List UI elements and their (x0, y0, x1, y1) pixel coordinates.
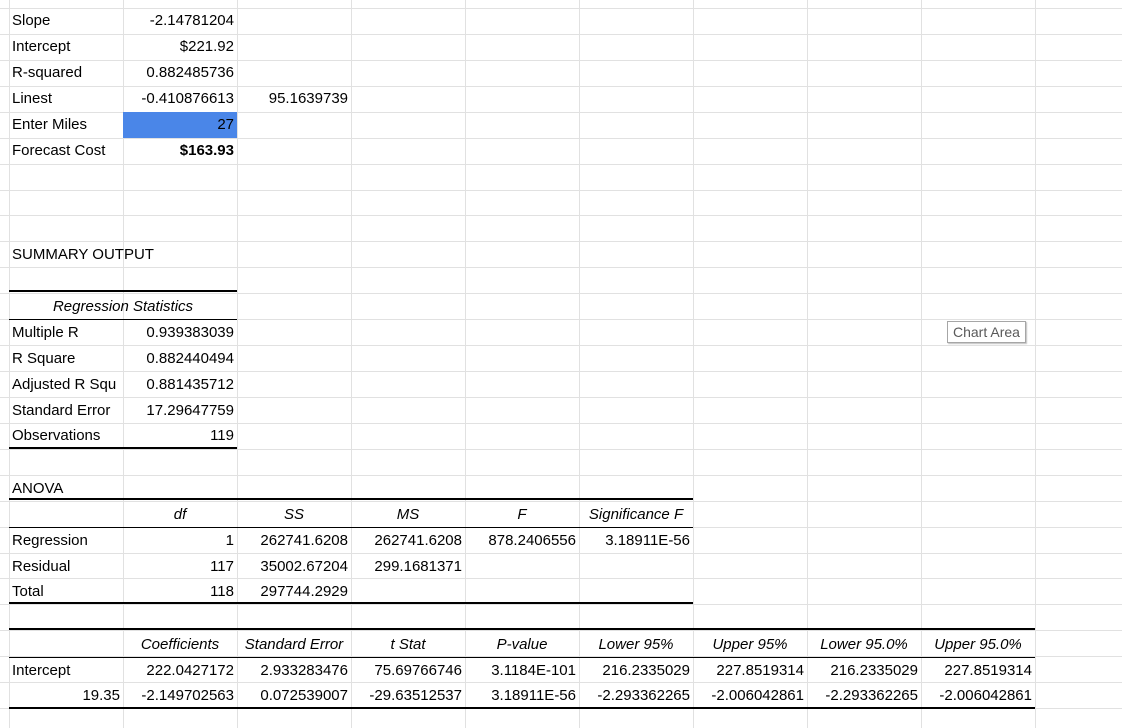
anova-ms[interactable]: 262741.6208 (374, 532, 462, 549)
coef-header[interactable]: Upper 95% (712, 636, 788, 653)
anova-top-rule (9, 498, 693, 500)
coef-header[interactable]: t Stat (390, 636, 426, 653)
intercept-value[interactable]: $221.92 (179, 38, 234, 55)
slope-label[interactable]: Slope (12, 12, 51, 29)
coef-header-rule (9, 657, 1035, 658)
coef-value[interactable]: -2.293362265 (825, 687, 918, 704)
enter-miles-input[interactable]: 27 (123, 112, 237, 138)
chart-area-tooltip: Chart Area (947, 321, 1026, 343)
anova-header-significance-f[interactable]: Significance F (588, 506, 684, 523)
anova-bottom-rule (9, 602, 693, 604)
slope-value[interactable]: -2.14781204 (149, 12, 234, 29)
stat-value[interactable]: 119 (210, 427, 234, 444)
anova-f[interactable]: 878.2406556 (488, 532, 576, 549)
coef-value[interactable]: 216.2335029 (830, 662, 918, 679)
coef-value[interactable]: 227.8519314 (944, 662, 1032, 679)
linest-value-2[interactable]: 95.1639739 (268, 90, 348, 107)
anova-header-f[interactable]: F (517, 506, 527, 523)
coef-value[interactable]: 0.072539007 (260, 687, 348, 704)
regression-statistics-header[interactable]: Regression Statistics (52, 298, 194, 315)
anova-ss[interactable]: 297744.2929 (260, 583, 348, 600)
coef-value[interactable]: 2.933283476 (260, 662, 348, 679)
stat-value[interactable]: 0.881435712 (146, 376, 234, 393)
forecast-cost-value[interactable]: $163.93 (179, 142, 234, 159)
coef-value[interactable]: -2.006042861 (711, 687, 804, 704)
anova-df[interactable]: 117 (210, 558, 234, 575)
coef-value[interactable]: 222.0427172 (146, 662, 234, 679)
anova-header-ms[interactable]: MS (396, 506, 420, 523)
coef-value[interactable]: 75.69766746 (374, 662, 462, 679)
coef-row-label[interactable]: 19.35 (82, 687, 120, 704)
linest-value-1[interactable]: -0.410876613 (141, 90, 234, 107)
summary-output-title[interactable]: SUMMARY OUTPUT (12, 246, 154, 263)
coef-header[interactable]: P-value (496, 636, 548, 653)
stat-label[interactable]: Observations (12, 427, 101, 444)
regression-stats-top-rule (9, 290, 237, 292)
stat-value[interactable]: 17.29647759 (146, 402, 234, 419)
rsquared-value[interactable]: 0.882485736 (146, 64, 234, 81)
coef-header[interactable]: Upper 95.0% (934, 636, 1022, 653)
rsquared-label[interactable]: R-squared (12, 64, 83, 81)
coef-value[interactable]: -2.149702563 (141, 687, 234, 704)
coef-value[interactable]: 3.1184E-101 (491, 662, 576, 679)
stat-label[interactable]: Standard Error (12, 402, 111, 419)
coef-value[interactable]: 216.2335029 (602, 662, 690, 679)
anova-ss[interactable]: 35002.67204 (260, 558, 348, 575)
coef-header[interactable]: Standard Error (244, 636, 344, 653)
anova-significance-f[interactable]: 3.18911E-56 (605, 532, 690, 549)
stat-value[interactable]: 0.882440494 (146, 350, 234, 367)
coef-header[interactable]: Coefficients (140, 636, 220, 653)
anova-header-df[interactable]: df (173, 506, 187, 523)
forecast-cost-label[interactable]: Forecast Cost (12, 142, 106, 159)
coef-value[interactable]: 227.8519314 (716, 662, 804, 679)
anova-ms[interactable]: 299.1681371 (374, 558, 462, 575)
stat-value[interactable]: 0.939383039 (146, 324, 234, 341)
regression-stats-bottom-rule (9, 447, 237, 449)
anova-row-label[interactable]: Total (12, 583, 44, 600)
stat-label[interactable]: Multiple R (12, 324, 79, 341)
enter-miles-label[interactable]: Enter Miles (12, 116, 88, 133)
coef-value[interactable]: -29.63512537 (369, 687, 462, 704)
coef-header[interactable]: Lower 95.0% (820, 636, 908, 653)
intercept-label[interactable]: Intercept (12, 38, 71, 55)
coef-top-rule (9, 628, 1035, 630)
coef-value[interactable]: -2.006042861 (939, 687, 1032, 704)
anova-row-label[interactable]: Regression (12, 532, 88, 549)
stat-label[interactable]: Adjusted R Squ (12, 376, 117, 393)
coef-value[interactable]: 3.18911E-56 (491, 687, 576, 704)
coef-row-label[interactable]: Intercept (12, 662, 71, 679)
regression-stats-header-rule (9, 319, 237, 320)
anova-df[interactable]: 118 (210, 583, 234, 600)
coef-bottom-rule (9, 707, 1035, 709)
anova-row-label[interactable]: Residual (12, 558, 71, 575)
anova-ss[interactable]: 262741.6208 (260, 532, 348, 549)
stat-label[interactable]: R Square (12, 350, 76, 367)
linest-label[interactable]: Linest (12, 90, 53, 107)
anova-header-ss[interactable]: SS (283, 506, 304, 523)
anova-header-rule (9, 527, 693, 528)
anova-df[interactable]: 1 (225, 532, 234, 549)
anova-title[interactable]: ANOVA (12, 480, 64, 497)
coef-value[interactable]: -2.293362265 (597, 687, 690, 704)
coef-header[interactable]: Lower 95% (598, 636, 674, 653)
